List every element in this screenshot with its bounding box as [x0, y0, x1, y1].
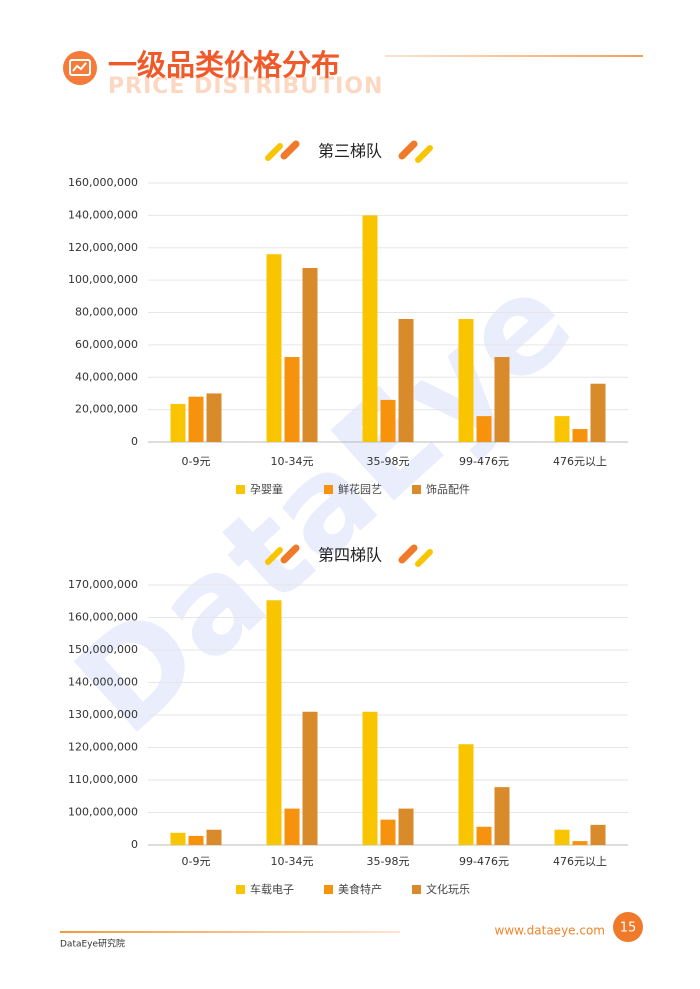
y-tick-label: 130,000,000 — [68, 708, 138, 721]
bar — [572, 841, 588, 845]
bar — [302, 267, 318, 442]
x-tick-label: 10-34元 — [271, 855, 314, 868]
legend-label: 车载电子 — [250, 882, 294, 896]
x-tick-label: 10-34元 — [271, 455, 314, 468]
chart-title: 第四梯队 — [318, 546, 382, 565]
y-tick-label: 120,000,000 — [68, 741, 138, 754]
y-tick-label: 160,000,000 — [68, 611, 138, 624]
title-decoration — [415, 145, 433, 163]
bar — [362, 711, 378, 845]
bar — [266, 254, 282, 442]
legend-swatch — [236, 885, 245, 894]
bar — [284, 357, 300, 442]
x-tick-label: 99-476元 — [459, 455, 509, 468]
x-tick-label: 476元以上 — [553, 455, 607, 468]
bar — [206, 829, 222, 845]
header-icon-line — [72, 62, 87, 72]
y-tick-label: 110,000,000 — [68, 773, 138, 786]
bar — [590, 383, 606, 442]
title-decoration — [265, 143, 283, 161]
bar — [554, 829, 570, 845]
title-decoration — [265, 547, 283, 565]
bar — [554, 416, 570, 442]
bar — [380, 399, 396, 442]
header-rule — [385, 55, 643, 57]
y-tick-label: 170,000,000 — [68, 578, 138, 591]
y-tick-label: 20,000,000 — [75, 403, 138, 416]
legend-label: 文化玩乐 — [426, 882, 470, 896]
title-decoration — [415, 549, 433, 567]
y-tick-label: 0 — [131, 838, 138, 851]
header-title: 一级品类价格分布 — [108, 48, 340, 82]
footer-org: DataEye研究院 — [60, 938, 125, 950]
bar — [284, 808, 300, 845]
title-decoration — [280, 544, 300, 564]
bar — [398, 808, 414, 845]
legend-label: 鲜花园艺 — [338, 482, 382, 496]
legend-swatch — [412, 485, 421, 494]
legend-label: 饰品配件 — [426, 482, 470, 496]
legend-swatch — [412, 885, 421, 894]
legend-swatch — [324, 485, 333, 494]
bar — [476, 826, 492, 845]
y-tick-label: 80,000,000 — [75, 306, 138, 319]
page-badge — [613, 912, 643, 942]
bar — [362, 215, 378, 442]
bar — [170, 403, 186, 442]
x-tick-label: 0-9元 — [182, 855, 211, 868]
bar — [458, 318, 474, 442]
x-tick-label: 0-9元 — [182, 455, 211, 468]
bar — [398, 318, 414, 442]
y-tick-label: 100,000,000 — [68, 273, 138, 286]
legend-swatch — [236, 485, 245, 494]
footer-url: www.dataeye.com — [495, 924, 606, 938]
bar — [458, 744, 474, 845]
bar — [476, 416, 492, 442]
y-tick-label: 140,000,000 — [68, 676, 138, 689]
legend-label: 孕婴童 — [250, 482, 283, 496]
legend-swatch — [324, 885, 333, 894]
x-tick-label: 99-476元 — [459, 855, 509, 868]
page-number: 15 — [620, 921, 637, 936]
y-tick-label: 100,000,000 — [68, 806, 138, 819]
title-decoration — [280, 140, 300, 160]
x-tick-label: 35-98元 — [367, 855, 410, 868]
footer-rule — [60, 931, 400, 933]
y-tick-label: 40,000,000 — [75, 370, 138, 383]
bar — [494, 357, 510, 442]
bar — [380, 819, 396, 845]
bar — [494, 787, 510, 845]
y-tick-label: 60,000,000 — [75, 338, 138, 351]
chart-title: 第三梯队 — [318, 142, 382, 161]
header-subtitle: PRICE DISTRIBUTION — [108, 74, 383, 99]
y-tick-label: 120,000,000 — [68, 241, 138, 254]
bar — [302, 711, 318, 845]
x-tick-label: 35-98元 — [367, 455, 410, 468]
bar — [590, 824, 606, 845]
header-icon-frame — [69, 59, 91, 76]
bar — [266, 600, 282, 845]
y-tick-label: 150,000,000 — [68, 643, 138, 656]
x-tick-label: 476元以上 — [553, 855, 607, 868]
bar — [572, 429, 588, 442]
title-decoration — [398, 544, 418, 564]
bar — [170, 832, 186, 845]
bar — [206, 393, 222, 442]
title-decoration — [398, 140, 418, 160]
bar — [188, 835, 204, 845]
bar — [188, 396, 204, 442]
y-tick-label: 0 — [131, 435, 138, 448]
y-tick-label: 140,000,000 — [68, 208, 138, 221]
legend-label: 美食特产 — [338, 882, 382, 896]
y-tick-label: 160,000,000 — [68, 176, 138, 189]
